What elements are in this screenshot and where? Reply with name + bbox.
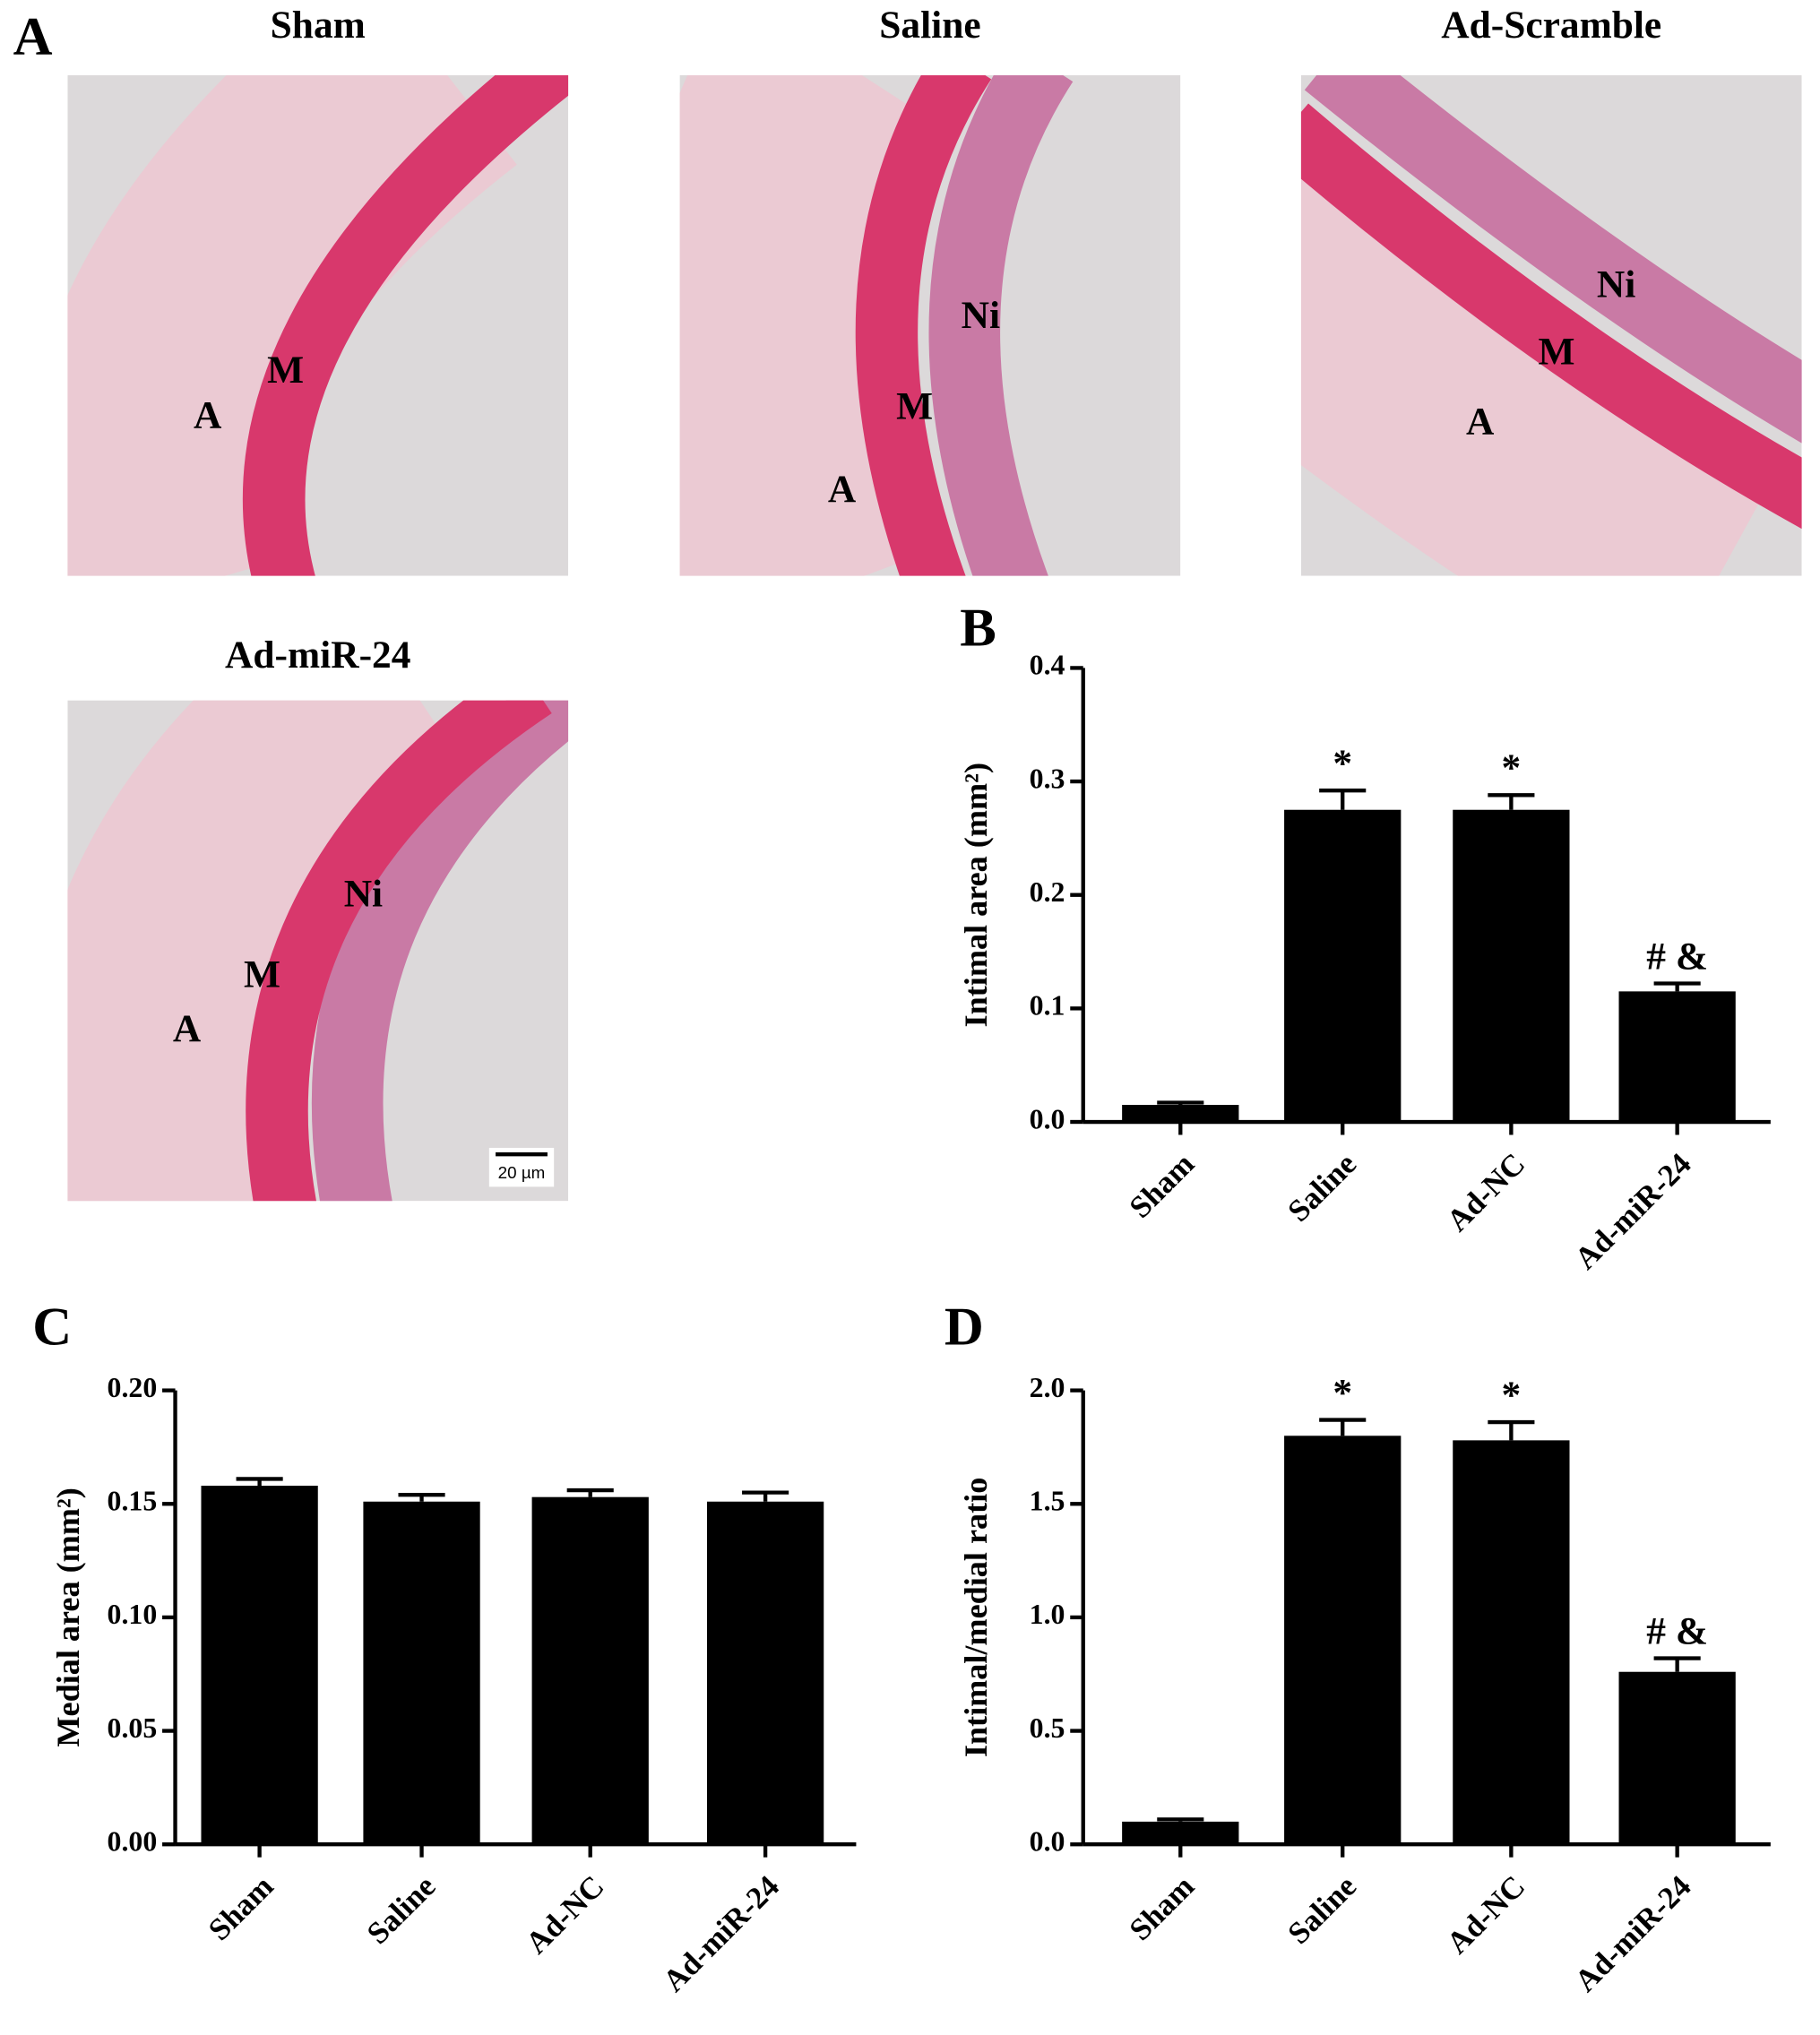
y-axis-title: Medial area (mm²)	[50, 1487, 86, 1746]
neointima	[928, 74, 1074, 576]
panel-label: D	[945, 1297, 984, 1357]
scale-label: 20 µm	[498, 1163, 546, 1182]
neointima	[1304, 74, 1802, 444]
region-label: A	[173, 1007, 202, 1050]
x-tick-label: Sham	[1123, 1868, 1202, 1947]
media	[246, 700, 552, 1202]
x-tick-label: Saline	[1281, 1146, 1363, 1229]
media	[242, 74, 569, 576]
significance-label: # &	[1646, 1609, 1708, 1652]
micrograph-title: Saline	[879, 4, 980, 47]
bar	[1122, 1821, 1239, 1845]
micrograph	[67, 700, 569, 1202]
x-tick-label: Ad-miR-24	[1568, 1868, 1698, 1998]
region-label: Ni	[344, 873, 383, 916]
y-axis-title: Intimal/medial ratio	[958, 1478, 994, 1757]
bar	[1618, 991, 1736, 1123]
significance-label: *	[1502, 746, 1522, 789]
adventitia	[1300, 134, 1779, 576]
bar	[1453, 1440, 1570, 1845]
region-label: M	[896, 384, 933, 427]
x-tick-label: Ad-NC	[1440, 1868, 1532, 1961]
bar	[1284, 809, 1402, 1123]
media	[855, 74, 992, 576]
region-label: Ni	[1597, 263, 1635, 306]
micrograph	[1300, 74, 1802, 576]
adventitia	[67, 74, 518, 576]
y-tick-label: 0.0	[1030, 1826, 1065, 1858]
bar	[363, 1501, 480, 1845]
x-tick-label: Saline	[1281, 1868, 1363, 1951]
bar	[1618, 1671, 1736, 1845]
x-tick-label: Sham	[1123, 1146, 1202, 1225]
micrograph	[67, 74, 569, 576]
panel-label: B	[960, 598, 996, 658]
x-tick-label: Ad-miR-24	[1568, 1146, 1698, 1276]
y-tick-label: 1.0	[1030, 1599, 1065, 1630]
adventitia	[679, 74, 953, 576]
media	[1300, 103, 1802, 530]
region-label: A	[194, 393, 222, 436]
neointima	[311, 700, 569, 1202]
region-label: A	[828, 468, 857, 511]
region-label: M	[267, 349, 304, 392]
y-tick-label: 0.00	[108, 1826, 158, 1858]
y-tick-label: 0.20	[108, 1372, 158, 1403]
y-tick-label: 0.2	[1030, 876, 1065, 908]
bar	[201, 1486, 318, 1845]
significance-label: *	[1333, 742, 1352, 785]
x-tick-label: Ad-NC	[1440, 1146, 1532, 1238]
y-tick-label: 1.5	[1030, 1486, 1065, 1517]
bar	[1122, 1105, 1239, 1123]
x-tick-label: Sham	[202, 1868, 280, 1947]
micrograph-title: Sham	[271, 4, 366, 47]
significance-label: *	[1333, 1371, 1352, 1414]
y-tick-label: 0.15	[108, 1486, 158, 1517]
panel-label: A	[13, 6, 53, 66]
significance-label: # &	[1646, 935, 1708, 978]
bar	[1453, 809, 1570, 1123]
y-tick-label: 0.1	[1030, 990, 1065, 1022]
bar	[706, 1501, 824, 1845]
adventitia	[67, 700, 485, 1202]
y-tick-label: 0.0	[1030, 1103, 1065, 1134]
region-label: M	[244, 953, 280, 996]
x-tick-label: Saline	[360, 1868, 443, 1951]
y-axis-title: Intimal area (mm²)	[958, 763, 994, 1027]
y-tick-label: 0.5	[1030, 1712, 1065, 1744]
micrograph	[679, 74, 1181, 576]
y-tick-label: 2.0	[1030, 1372, 1065, 1403]
y-tick-label: 0.3	[1030, 763, 1065, 794]
bar	[1284, 1436, 1402, 1845]
micrograph-title: Ad-miR-24	[225, 634, 410, 677]
region-label: M	[1539, 331, 1575, 374]
region-label: A	[1466, 401, 1495, 444]
x-tick-label: Ad-NC	[519, 1868, 611, 1961]
y-tick-label: 0.05	[108, 1712, 158, 1744]
y-tick-label: 0.4	[1030, 650, 1065, 681]
significance-label: *	[1502, 1374, 1522, 1417]
x-tick-label: Ad-miR-24	[656, 1868, 786, 1998]
panel-label: C	[32, 1297, 72, 1357]
bar	[531, 1496, 649, 1845]
micrograph-title: Ad-Scramble	[1441, 4, 1661, 47]
y-tick-label: 0.10	[108, 1599, 158, 1630]
region-label: Ni	[962, 294, 1000, 337]
